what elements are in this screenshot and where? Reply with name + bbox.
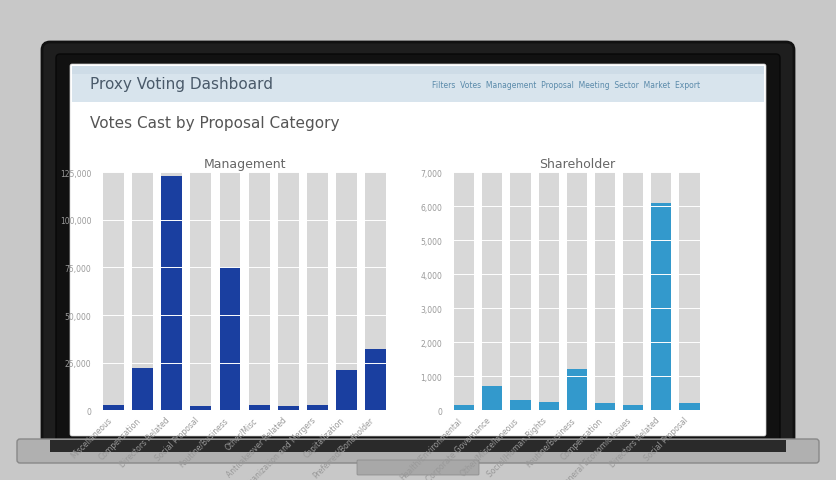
Bar	[538, 173, 558, 410]
Bar	[278, 407, 298, 410]
Bar	[307, 406, 328, 410]
Bar	[623, 405, 644, 410]
Bar	[651, 173, 671, 410]
Bar	[278, 173, 298, 410]
Bar	[248, 406, 269, 410]
Bar	[336, 173, 357, 410]
Bar	[191, 173, 212, 410]
Bar	[220, 268, 241, 410]
Bar	[132, 369, 153, 410]
Bar	[103, 406, 124, 410]
FancyBboxPatch shape	[70, 65, 766, 436]
Title: Management: Management	[203, 157, 286, 170]
Bar	[454, 173, 474, 410]
Title: Shareholder: Shareholder	[538, 157, 615, 170]
Bar	[482, 173, 502, 410]
Bar	[50, 440, 786, 452]
Bar	[567, 173, 587, 410]
FancyBboxPatch shape	[357, 460, 479, 475]
Bar	[365, 173, 386, 410]
FancyBboxPatch shape	[56, 55, 780, 446]
FancyBboxPatch shape	[17, 439, 819, 463]
Bar	[103, 173, 124, 410]
Text: Proxy Voting Dashboard: Proxy Voting Dashboard	[90, 77, 273, 92]
Bar	[191, 407, 212, 410]
Bar	[623, 173, 644, 410]
Bar	[307, 173, 328, 410]
Bar	[510, 400, 531, 410]
Bar	[220, 173, 241, 410]
Bar	[680, 404, 700, 410]
Bar	[510, 173, 531, 410]
Bar	[72, 67, 764, 75]
Text: Votes Cast by Proposal Category: Votes Cast by Proposal Category	[90, 116, 339, 131]
Bar	[595, 173, 615, 410]
Bar	[680, 173, 700, 410]
Bar	[336, 371, 357, 410]
Bar	[538, 402, 558, 410]
Bar	[161, 177, 182, 410]
Text: Filters  Votes  Management  Proposal  Meeting  Sector  Market  Export: Filters Votes Management Proposal Meetin…	[432, 80, 700, 89]
Bar	[132, 173, 153, 410]
Bar	[454, 405, 474, 410]
Bar	[72, 67, 764, 103]
Bar	[651, 204, 671, 410]
Bar	[595, 404, 615, 410]
Bar	[248, 173, 269, 410]
Bar	[567, 370, 587, 410]
Bar	[161, 173, 182, 410]
Bar	[365, 349, 386, 410]
Bar	[482, 387, 502, 410]
FancyBboxPatch shape	[42, 43, 794, 458]
